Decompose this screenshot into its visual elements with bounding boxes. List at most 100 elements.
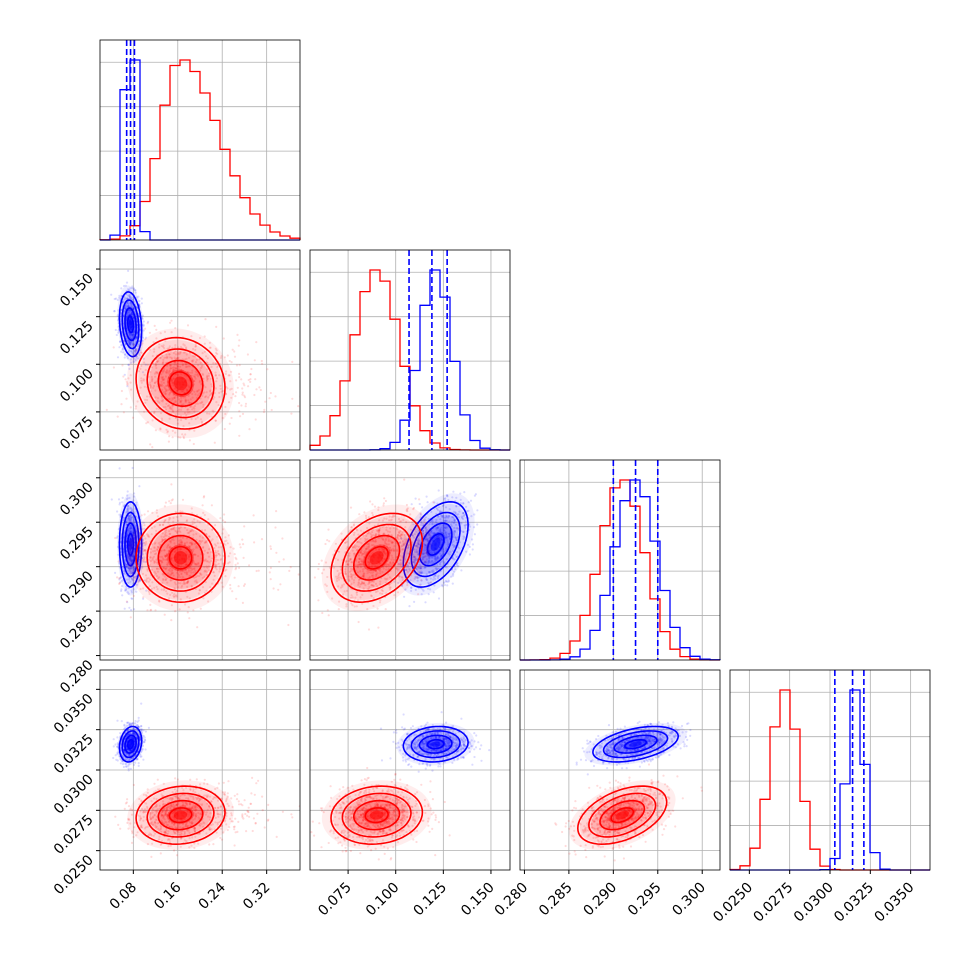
scatter-point xyxy=(425,558,429,561)
scatter-point xyxy=(160,561,163,564)
scatter-point xyxy=(416,571,419,574)
scatter-point xyxy=(365,547,368,551)
scatter-point xyxy=(352,581,355,584)
scatter-point xyxy=(374,538,377,541)
scatter-point xyxy=(437,526,440,529)
scatter-point xyxy=(243,583,246,586)
scatter-point xyxy=(269,566,272,570)
scatter-point xyxy=(454,568,457,571)
scatter-point xyxy=(118,577,121,580)
scatter-point xyxy=(165,558,169,561)
scatter-point xyxy=(126,382,129,385)
scatter-point xyxy=(320,559,323,562)
scatter-point xyxy=(154,371,158,374)
scatter-point xyxy=(414,550,417,553)
scatter-point xyxy=(191,542,194,546)
scatter-point xyxy=(174,563,178,566)
scatter-point xyxy=(134,291,137,294)
scatter-point xyxy=(447,579,450,582)
scatter-point xyxy=(439,518,442,521)
scatter-point xyxy=(148,383,151,386)
scatter-point xyxy=(440,539,443,542)
scatter-point xyxy=(214,419,217,422)
scatter-point xyxy=(215,380,218,383)
scatter-point xyxy=(119,313,122,316)
scatter-point xyxy=(239,546,242,549)
scatter-point xyxy=(166,430,169,433)
scatter-point xyxy=(423,560,427,563)
scatter-point xyxy=(381,538,384,541)
scatter-point xyxy=(131,285,134,288)
scatter-point xyxy=(230,396,233,399)
scatter-point xyxy=(132,510,135,514)
scatter-point xyxy=(156,549,159,552)
scatter-point xyxy=(134,359,137,362)
scatter-point xyxy=(455,527,458,530)
scatter-point xyxy=(165,388,168,391)
scatter-point xyxy=(415,548,418,552)
scatter-point xyxy=(379,592,382,595)
scatter-point xyxy=(151,511,154,514)
scatter-point xyxy=(465,520,468,523)
scatter-point xyxy=(348,552,351,555)
scatter-point xyxy=(126,534,129,537)
scatter-point xyxy=(439,514,442,517)
scatter-point xyxy=(440,537,443,541)
scatter-point xyxy=(184,347,188,350)
scatter-point xyxy=(195,358,198,361)
scatter-point xyxy=(129,309,132,312)
scatter-point xyxy=(453,529,456,532)
scatter-point xyxy=(206,379,209,382)
scatter-point xyxy=(162,358,165,361)
scatter-point xyxy=(197,561,200,565)
scatter-point xyxy=(153,553,156,556)
scatter-point xyxy=(133,563,136,566)
scatter-point xyxy=(437,534,440,537)
scatter-point xyxy=(180,390,183,393)
scatter-point xyxy=(436,557,439,560)
scatter-point xyxy=(192,529,195,532)
scatter-point xyxy=(370,534,373,537)
scatter-point xyxy=(142,521,145,524)
scatter-point xyxy=(163,519,166,523)
scatter-point xyxy=(129,571,133,574)
scatter-point xyxy=(124,378,127,381)
scatter-point xyxy=(174,510,177,513)
scatter-point xyxy=(355,605,358,608)
scatter-point xyxy=(168,518,171,521)
scatter-point xyxy=(165,402,168,405)
scatter-point xyxy=(442,503,445,506)
scatter-point xyxy=(180,543,183,546)
scatter-point xyxy=(132,533,135,536)
scatter-point xyxy=(356,529,359,532)
scatter-point xyxy=(142,559,145,562)
scatter-point xyxy=(167,572,170,575)
scatter-point xyxy=(413,561,416,564)
scatter-point xyxy=(133,608,136,611)
scatter-point xyxy=(269,391,272,395)
scatter-point xyxy=(143,542,146,545)
scatter-point xyxy=(476,509,479,512)
scatter-point xyxy=(129,309,132,312)
scatter-point xyxy=(199,572,202,575)
scatter-point xyxy=(416,579,419,582)
scatter-point xyxy=(399,558,402,562)
scatter-point xyxy=(399,541,402,544)
scatter-point xyxy=(153,586,156,589)
scatter-point xyxy=(362,561,365,564)
scatter-point xyxy=(198,589,201,592)
scatter-point xyxy=(440,510,443,513)
scatter-point xyxy=(186,573,189,576)
scatter-point xyxy=(128,367,131,370)
scatter-point xyxy=(216,558,219,562)
scatter-point xyxy=(171,381,174,384)
scatter-point xyxy=(185,388,188,391)
scatter-point xyxy=(162,566,165,569)
scatter-point xyxy=(128,341,131,344)
scatter-point xyxy=(317,567,320,571)
scatter-point xyxy=(404,588,407,591)
scatter-point xyxy=(431,520,434,523)
scatter-point xyxy=(414,558,417,561)
scatter-point xyxy=(176,396,179,399)
scatter-point xyxy=(443,529,446,532)
